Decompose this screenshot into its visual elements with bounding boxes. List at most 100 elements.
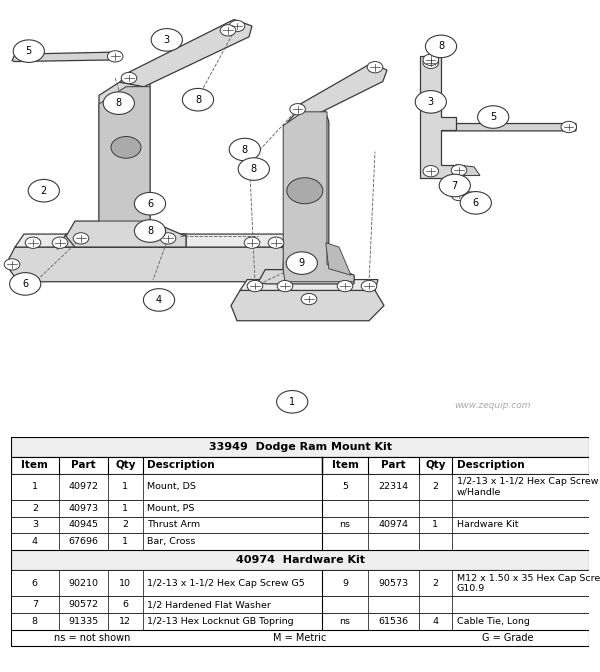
Circle shape — [460, 192, 491, 214]
Text: 8: 8 — [195, 95, 201, 105]
Text: 8: 8 — [251, 164, 257, 174]
Circle shape — [107, 50, 123, 62]
Text: Thrust Arm: Thrust Arm — [148, 520, 200, 530]
Circle shape — [134, 192, 166, 215]
Circle shape — [478, 106, 509, 128]
Text: 90572: 90572 — [68, 600, 98, 609]
Text: Mount, PS: Mount, PS — [148, 504, 194, 513]
Text: 8: 8 — [438, 42, 444, 51]
Polygon shape — [326, 243, 351, 276]
Text: 6: 6 — [22, 279, 28, 289]
Text: 4: 4 — [32, 537, 38, 546]
Text: 33949  Dodge Ram Mount Kit: 33949 Dodge Ram Mount Kit — [209, 442, 392, 452]
Circle shape — [229, 20, 245, 32]
Circle shape — [151, 29, 182, 51]
Polygon shape — [57, 234, 186, 249]
Text: 40973: 40973 — [68, 504, 98, 513]
Polygon shape — [99, 87, 150, 221]
Circle shape — [13, 40, 44, 62]
Circle shape — [121, 73, 137, 83]
Text: 1/2-13 x 1-1/2 Hex Cap Screw G5: 1/2-13 x 1-1/2 Hex Cap Screw G5 — [457, 477, 600, 487]
Text: 1/2 Hardened Flat Washer: 1/2 Hardened Flat Washer — [148, 600, 271, 609]
Text: 1/2-13 Hex Locknut GB Topring: 1/2-13 Hex Locknut GB Topring — [148, 617, 294, 626]
Bar — [11, 613, 589, 630]
Text: M12 x 1.50 x 35 Hex Cap Screw: M12 x 1.50 x 35 Hex Cap Screw — [457, 574, 600, 583]
Text: Item: Item — [22, 460, 48, 470]
Circle shape — [451, 165, 467, 176]
Text: 12: 12 — [119, 617, 131, 626]
Circle shape — [4, 259, 20, 270]
Text: 9: 9 — [342, 579, 348, 587]
Polygon shape — [294, 63, 387, 118]
Bar — [11, 550, 589, 570]
Text: ns: ns — [340, 617, 350, 626]
Text: 7: 7 — [32, 600, 38, 609]
Text: 2: 2 — [41, 185, 47, 196]
Text: 2: 2 — [32, 504, 38, 513]
Circle shape — [286, 252, 317, 274]
Text: 1: 1 — [433, 520, 439, 530]
Text: 61536: 61536 — [379, 617, 409, 626]
Circle shape — [238, 158, 269, 180]
Text: 8: 8 — [242, 144, 248, 155]
Circle shape — [561, 122, 577, 132]
Text: 8: 8 — [147, 226, 153, 236]
Circle shape — [52, 237, 68, 249]
Text: 5: 5 — [342, 482, 348, 491]
Text: 40972: 40972 — [68, 482, 98, 491]
Text: 10: 10 — [119, 579, 131, 587]
Polygon shape — [258, 108, 354, 284]
Bar — [11, 630, 589, 646]
Polygon shape — [15, 234, 288, 247]
Circle shape — [182, 89, 214, 111]
Text: 1/2-13 x 1-1/2 Hex Cap Screw G5: 1/2-13 x 1-1/2 Hex Cap Screw G5 — [148, 579, 305, 587]
Circle shape — [430, 46, 446, 56]
Text: 67696: 67696 — [68, 537, 98, 546]
Polygon shape — [283, 112, 354, 282]
Text: 40974: 40974 — [379, 520, 409, 530]
Text: 2: 2 — [433, 579, 439, 587]
Circle shape — [28, 179, 59, 202]
Text: 3: 3 — [164, 35, 170, 45]
Text: Bar, Cross: Bar, Cross — [148, 537, 196, 546]
Text: 1: 1 — [289, 396, 295, 407]
Circle shape — [247, 280, 263, 292]
Circle shape — [301, 294, 317, 304]
Text: 91335: 91335 — [68, 617, 98, 626]
Text: 1: 1 — [32, 482, 38, 491]
Circle shape — [367, 62, 383, 73]
Text: 6: 6 — [473, 198, 479, 208]
Text: 22314: 22314 — [379, 482, 409, 491]
Polygon shape — [12, 52, 120, 62]
Polygon shape — [438, 124, 576, 131]
Circle shape — [423, 57, 439, 69]
Polygon shape — [420, 56, 456, 177]
Text: Item: Item — [332, 460, 359, 470]
Circle shape — [439, 174, 470, 197]
Text: w/Handle: w/Handle — [457, 487, 501, 496]
Circle shape — [143, 289, 175, 311]
Bar — [11, 457, 589, 474]
Circle shape — [425, 35, 457, 58]
Circle shape — [287, 177, 323, 204]
Circle shape — [451, 190, 467, 201]
Polygon shape — [231, 290, 384, 321]
Circle shape — [73, 233, 89, 244]
Text: Qty: Qty — [115, 460, 136, 470]
Bar — [11, 437, 589, 457]
Bar — [11, 517, 589, 533]
Text: Cable Tie, Long: Cable Tie, Long — [457, 617, 530, 626]
Text: Mount, DS: Mount, DS — [148, 482, 196, 491]
Text: 90210: 90210 — [68, 579, 98, 587]
Text: 90573: 90573 — [379, 579, 409, 587]
Text: 6: 6 — [122, 600, 128, 609]
Text: 1: 1 — [122, 482, 128, 491]
Circle shape — [361, 280, 377, 292]
Circle shape — [134, 220, 166, 243]
Text: Description: Description — [457, 460, 524, 470]
Text: Hardware Kit: Hardware Kit — [457, 520, 518, 530]
Text: G = Grade: G = Grade — [482, 633, 534, 643]
Text: 4: 4 — [156, 295, 162, 305]
Bar — [11, 474, 589, 500]
Polygon shape — [6, 247, 306, 282]
